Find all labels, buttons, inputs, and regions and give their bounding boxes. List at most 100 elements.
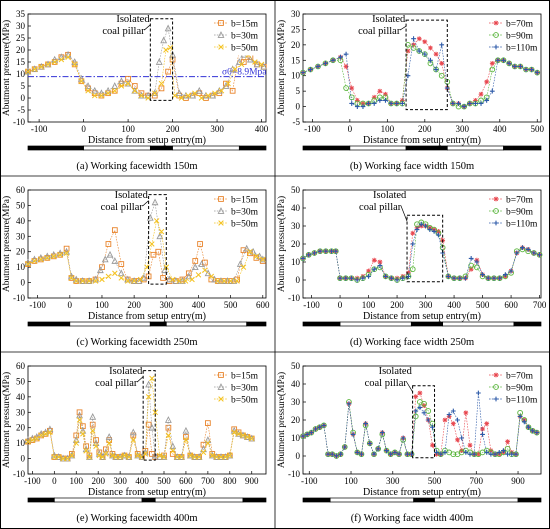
data-point xyxy=(198,260,206,267)
data-point xyxy=(103,451,109,457)
strip-segment xyxy=(413,497,435,503)
strip-segment xyxy=(339,321,412,327)
x-tick-label: 400 xyxy=(135,476,149,486)
data-point xyxy=(377,259,383,265)
data-point xyxy=(205,420,211,426)
data-point xyxy=(45,61,51,68)
data-point xyxy=(439,42,445,48)
data-point xyxy=(394,277,400,283)
data-point xyxy=(329,451,335,457)
data-point xyxy=(354,450,360,455)
data-point xyxy=(446,412,452,417)
data-point xyxy=(196,454,202,460)
data-point xyxy=(160,36,168,44)
data-point xyxy=(428,45,433,51)
data-point xyxy=(205,440,211,446)
data-point xyxy=(321,423,327,428)
data-point xyxy=(152,409,158,416)
data-point xyxy=(236,260,244,267)
data-point xyxy=(152,90,158,96)
y-tick-label: 20 xyxy=(16,45,26,55)
data-point xyxy=(169,276,176,283)
data-point xyxy=(388,101,394,106)
data-point xyxy=(343,85,349,91)
legend-marker xyxy=(218,20,224,26)
data-point xyxy=(92,278,99,284)
data-point xyxy=(76,411,83,419)
data-point xyxy=(63,250,70,257)
strip-segment xyxy=(302,497,331,503)
data-point xyxy=(450,421,456,426)
data-point xyxy=(471,451,477,457)
data-point xyxy=(158,80,165,87)
data-point xyxy=(425,417,431,423)
data-point xyxy=(433,67,439,72)
strip-segment xyxy=(442,321,515,327)
x-tick-label: 100 xyxy=(121,124,135,134)
data-point xyxy=(371,101,377,106)
y-tick-label: 40 xyxy=(291,379,301,389)
data-point xyxy=(411,42,416,48)
data-point xyxy=(480,272,485,277)
data-point xyxy=(55,454,62,460)
data-point xyxy=(209,451,216,457)
data-point xyxy=(306,252,312,258)
data-point xyxy=(93,437,99,443)
series-b-50m xyxy=(25,375,255,462)
x-tick-label: 100 xyxy=(70,476,84,486)
data-point xyxy=(63,245,70,252)
data-point xyxy=(252,59,258,65)
y-tick-label: 50 xyxy=(291,185,301,195)
y-tick-label: 40 xyxy=(291,203,301,213)
y-tick-label: 15 xyxy=(16,57,26,67)
legend-label: b=90m xyxy=(506,208,534,218)
data-point xyxy=(456,101,461,106)
data-point xyxy=(121,452,128,459)
data-point xyxy=(221,278,227,284)
x-tick-label: 300 xyxy=(419,300,433,310)
data-point xyxy=(218,88,225,94)
pillar-box xyxy=(405,19,448,111)
data-point xyxy=(227,278,234,284)
x-tick-label: 100 xyxy=(344,476,358,486)
data-point xyxy=(25,68,31,75)
legend-label: b=110m xyxy=(506,396,538,406)
data-point xyxy=(173,453,181,460)
data-point xyxy=(178,454,185,460)
data-point xyxy=(202,267,208,273)
data-point xyxy=(189,276,195,283)
data-point xyxy=(504,445,511,452)
data-point xyxy=(505,439,510,444)
data-point xyxy=(451,275,457,281)
data-point xyxy=(488,451,494,457)
y-tick-label: -10 xyxy=(13,117,25,127)
data-point xyxy=(34,435,40,442)
y-tick-label: 50 xyxy=(16,376,26,386)
data-point xyxy=(166,275,173,283)
y-axis-label: Abutment pressure(MPa) xyxy=(276,196,287,292)
y-axis-label: Abutment pressure(MPa) xyxy=(276,20,287,116)
data-point xyxy=(60,455,66,462)
data-point xyxy=(399,98,405,103)
data-point xyxy=(238,61,245,68)
data-point xyxy=(413,408,419,414)
data-point xyxy=(354,98,360,103)
strip-segment xyxy=(302,321,341,327)
data-point xyxy=(165,68,171,75)
data-point xyxy=(468,266,474,272)
x-tick-label: -100 xyxy=(29,300,46,310)
data-point xyxy=(182,278,189,284)
series-line xyxy=(27,202,264,282)
data-point xyxy=(530,428,536,434)
data-point xyxy=(38,432,44,439)
data-point xyxy=(151,451,159,459)
y-tick-label: 10 xyxy=(16,438,26,448)
data-point xyxy=(183,437,189,443)
data-point xyxy=(191,454,198,460)
x-tick-label: 200 xyxy=(127,300,141,310)
data-point xyxy=(118,261,125,267)
data-point xyxy=(475,451,481,457)
data-point xyxy=(412,413,419,420)
